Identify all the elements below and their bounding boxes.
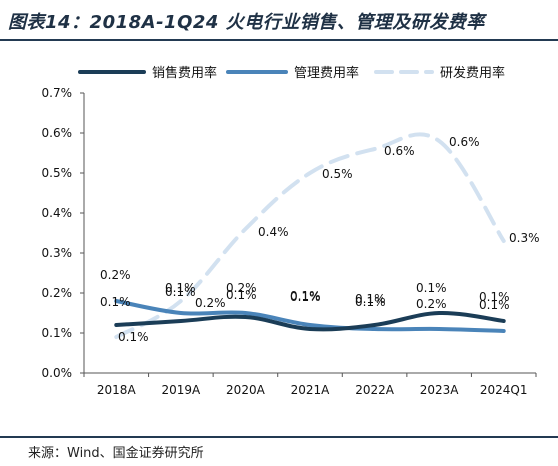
data-label: 0.3% — [509, 231, 540, 245]
data-label: 0.2% — [416, 297, 447, 311]
data-label: 0.1% — [479, 290, 510, 304]
data-label: 0.6% — [449, 135, 480, 149]
chart-title: 图表14：2018A-1Q24 火电行业销售、管理及研发费率 — [8, 12, 485, 33]
data-label: 0.2% — [195, 296, 226, 310]
x-tick-label: 2023A — [420, 383, 460, 397]
legend-label-0: 销售费用率 — [152, 65, 217, 81]
legend-label-2: 研发费用率 — [440, 65, 505, 81]
data-label: 0.1% — [479, 298, 510, 312]
data-label: 0.4% — [258, 225, 289, 239]
x-tick-label: 2024Q1 — [480, 383, 528, 397]
data-label: 0.1% — [226, 288, 257, 302]
y-tick-label: 0.5% — [42, 166, 73, 180]
data-label: 0.1% — [100, 295, 131, 309]
legend-label-1: 管理费用率 — [294, 65, 359, 81]
data-label: 0.5% — [322, 167, 353, 181]
y-tick-label: 0.0% — [42, 366, 73, 380]
data-label: 0.6% — [384, 144, 415, 158]
series-line-1 — [114, 299, 506, 333]
series-line-2 — [114, 132, 506, 339]
data-label: 0.1% — [355, 295, 386, 309]
y-tick-label: 0.2% — [42, 286, 73, 300]
data-label: 0.1% — [165, 281, 196, 295]
source-note: 来源：Wind、国金证券研究所 — [28, 446, 204, 461]
x-tick-label: 2020A — [226, 383, 266, 397]
x-tick-label: 2022A — [355, 383, 395, 397]
y-tick-label: 0.4% — [42, 206, 73, 220]
data-label: 0.1% — [416, 281, 447, 295]
data-label: 0.1% — [290, 289, 321, 303]
x-tick-label: 2019A — [161, 383, 201, 397]
y-tick-label: 0.1% — [42, 326, 73, 340]
y-tick-label: 0.7% — [42, 86, 73, 100]
data-label: 0.1% — [118, 330, 149, 344]
x-tick-label: 2018A — [97, 383, 137, 397]
data-label: 0.1% — [165, 285, 196, 299]
data-label: 0.2% — [100, 268, 131, 282]
source-divider — [0, 436, 558, 438]
x-tick-label: 2021A — [291, 383, 331, 397]
y-tick-label: 0.6% — [42, 126, 73, 140]
data-label: 0.2% — [226, 281, 257, 295]
title-divider — [0, 39, 558, 41]
y-tick-label: 0.3% — [42, 246, 73, 260]
series-line-0 — [114, 310, 506, 332]
data-label: 0.1% — [290, 290, 321, 304]
data-label: 0.1% — [355, 292, 386, 306]
